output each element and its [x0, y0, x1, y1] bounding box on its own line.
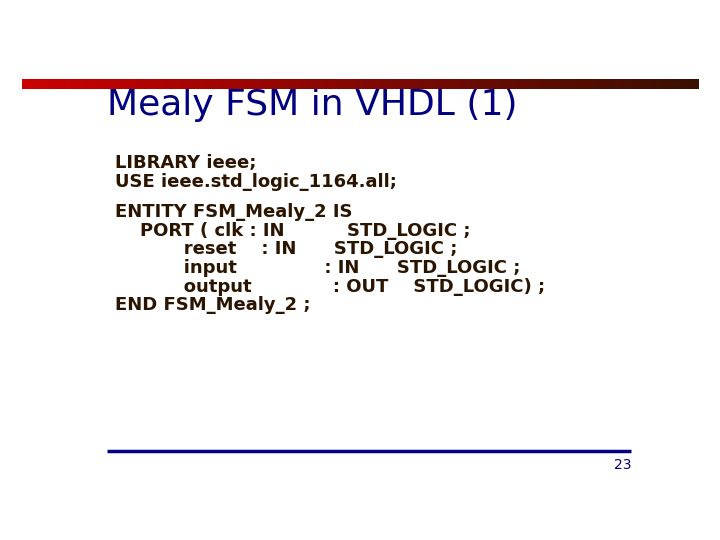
Text: Mealy FSM in VHDL (1): Mealy FSM in VHDL (1) — [107, 87, 517, 122]
Text: LIBRARY ieee;: LIBRARY ieee; — [115, 154, 256, 172]
Text: USE ieee.std_logic_1164.all;: USE ieee.std_logic_1164.all; — [115, 173, 397, 191]
Text: ENTITY FSM_Mealy_2 IS: ENTITY FSM_Mealy_2 IS — [115, 203, 353, 221]
Text: output             : OUT    STD_LOGIC) ;: output : OUT STD_LOGIC) ; — [115, 278, 545, 296]
Text: END FSM_Mealy_2 ;: END FSM_Mealy_2 ; — [115, 296, 310, 314]
Text: PORT ( clk : IN          STD_LOGIC ;: PORT ( clk : IN STD_LOGIC ; — [115, 221, 471, 240]
Text: reset    : IN      STD_LOGIC ;: reset : IN STD_LOGIC ; — [115, 240, 457, 258]
Text: 23: 23 — [613, 458, 631, 472]
Text: input              : IN      STD_LOGIC ;: input : IN STD_LOGIC ; — [115, 259, 521, 277]
